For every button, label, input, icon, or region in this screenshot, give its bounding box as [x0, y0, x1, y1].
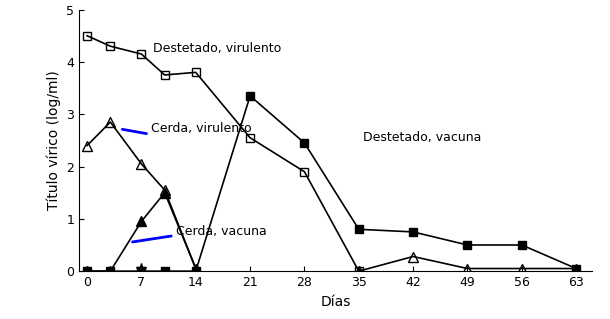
- X-axis label: Días: Días: [320, 294, 351, 308]
- Y-axis label: Título vírico (log/ml): Título vírico (log/ml): [46, 70, 61, 210]
- Text: Cerda, vacuna: Cerda, vacuna: [176, 226, 267, 238]
- Text: Destetado, vacuna: Destetado, vacuna: [363, 131, 481, 144]
- Text: Destetado, virulento: Destetado, virulento: [153, 42, 281, 55]
- Text: Cerda, virulento: Cerda, virulento: [151, 122, 251, 135]
